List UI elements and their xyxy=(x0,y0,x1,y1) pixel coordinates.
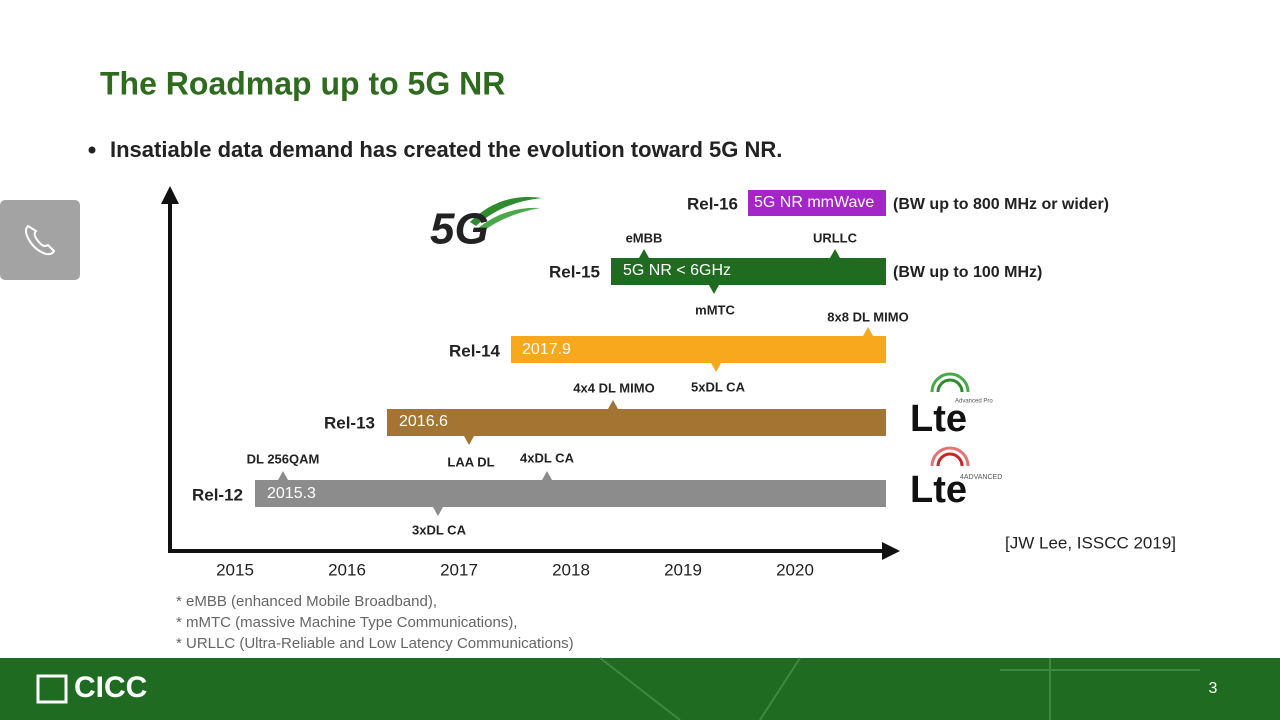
marker xyxy=(433,507,443,516)
feature-label: 3xDL CA xyxy=(412,522,467,537)
marker xyxy=(608,400,618,409)
release-label: Rel-16 xyxy=(687,194,738,213)
slide-title: The Roadmap up to 5G NR xyxy=(100,65,505,101)
brand-name: CICC xyxy=(74,671,147,704)
release-bar xyxy=(387,409,886,436)
logo-arc xyxy=(930,372,970,393)
bandwidth-note: (BW up to 100 MHz) xyxy=(893,264,1042,281)
marker xyxy=(278,471,288,480)
footnote: * mMTC (massive Machine Type Communicati… xyxy=(176,614,517,631)
footer-pattern xyxy=(599,657,1200,720)
feature-label: mMTC xyxy=(695,302,735,317)
year-label: 2017 xyxy=(440,560,478,579)
feature-label: 4xDL CA xyxy=(520,450,575,465)
release-bar-text: 2017.9 xyxy=(522,341,571,358)
marker xyxy=(464,436,474,445)
feature-label: 5xDL CA xyxy=(691,379,746,394)
feature-label: 8x8 DL MIMO xyxy=(827,309,908,324)
citation: [JW Lee, ISSCC 2019] xyxy=(1005,533,1176,552)
release-bar xyxy=(511,336,886,363)
logo-swoosh xyxy=(470,197,542,226)
release-bar-text: 2015.3 xyxy=(267,485,316,502)
year-label: 2018 xyxy=(552,560,590,579)
lte-tag: Advanced Pro xyxy=(955,399,993,405)
feature-label: 4x4 DL MIMO xyxy=(573,380,654,395)
axis-arrow xyxy=(882,542,900,560)
marker xyxy=(542,471,552,480)
logo-arc xyxy=(936,452,964,467)
release-bar-text: 5G NR mmWave xyxy=(754,194,874,211)
release-bar xyxy=(748,190,886,216)
feature-label: URLLC xyxy=(813,230,858,245)
marker xyxy=(639,249,649,258)
release-bar-text: 5G NR < 6GHz xyxy=(623,262,731,279)
page-number: 3 xyxy=(1209,680,1218,697)
year-label: 2020 xyxy=(776,560,814,579)
release-label: Rel-14 xyxy=(449,341,501,360)
phone-icon xyxy=(25,224,56,256)
logo-swoosh xyxy=(478,207,540,232)
marker xyxy=(863,327,873,336)
logo-arc xyxy=(930,446,970,467)
logo-arc xyxy=(936,378,964,393)
call-widget[interactable] xyxy=(0,200,80,280)
release-label: Rel-15 xyxy=(549,262,600,281)
footnote: * eMBB (enhanced Mobile Broadband), xyxy=(176,593,437,610)
fiveg-logo: 5G xyxy=(430,205,489,254)
release-bar xyxy=(611,258,886,285)
axis-arrow xyxy=(161,186,179,204)
release-label: Rel-13 xyxy=(324,413,375,432)
feature-label: eMBB xyxy=(626,230,663,245)
marker xyxy=(711,363,721,372)
feature-label: DL 256QAM xyxy=(247,451,320,466)
footnote: * URLLC (Ultra-Reliable and Low Latency … xyxy=(176,635,574,652)
brand-mark xyxy=(36,674,68,704)
bullet-text: Insatiable data demand has created the e… xyxy=(110,137,782,162)
bullet-dot xyxy=(88,146,96,154)
marker xyxy=(709,285,719,294)
lte-logo: Lte xyxy=(910,469,967,511)
release-bar xyxy=(255,480,886,507)
year-label: 2015 xyxy=(216,560,254,579)
release-label: Rel-12 xyxy=(192,485,243,504)
marker xyxy=(830,249,840,258)
lte-tag: 4ADVANCED xyxy=(960,474,1002,481)
year-label: 2016 xyxy=(328,560,366,579)
year-label: 2019 xyxy=(664,560,702,579)
lte-logo: Lte xyxy=(910,398,967,440)
feature-label: LAA DL xyxy=(447,454,494,469)
release-bar-text: 2016.6 xyxy=(399,413,448,430)
bandwidth-note: (BW up to 800 MHz or wider) xyxy=(893,196,1109,213)
